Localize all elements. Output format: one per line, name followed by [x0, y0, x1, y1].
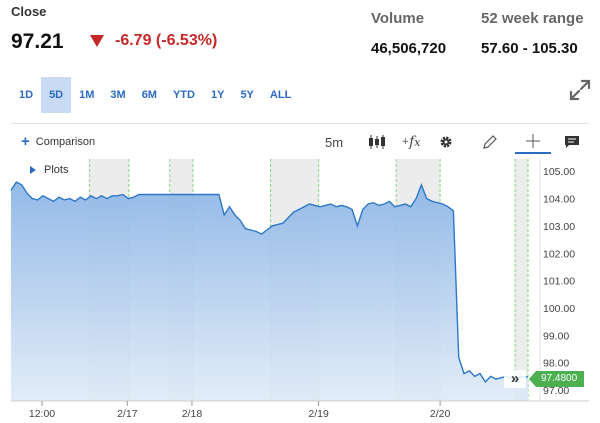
- range-button-ytd[interactable]: YTD: [172, 89, 195, 101]
- price-line: [10, 181, 529, 384]
- interval-selector[interactable]: 5m: [324, 134, 344, 150]
- y-tick-label: 99.00: [543, 330, 569, 342]
- plots-label: Plots: [44, 164, 69, 176]
- y-tick-label: 102.00: [543, 248, 575, 260]
- y-tick-label: 104.00: [543, 194, 575, 206]
- x-tick-label: 2/18: [182, 408, 203, 420]
- comparison-label: Comparison: [35, 136, 96, 148]
- range-button-5y[interactable]: 5Y: [240, 89, 254, 101]
- range-button-1d[interactable]: 1D: [19, 89, 34, 101]
- after-hours-band: [515, 159, 528, 401]
- y-tick-label: 100.00: [543, 303, 575, 315]
- volume-label: Volume: [371, 10, 425, 27]
- x-tick-label: 2/20: [430, 408, 451, 420]
- scroll-to-latest-button[interactable]: »: [504, 370, 526, 388]
- range-button-all[interactable]: ALL: [269, 89, 292, 101]
- range-button-1m[interactable]: 1M: [79, 89, 95, 101]
- y-tick-label: 98.00: [543, 358, 569, 370]
- comment-icon[interactable]: [560, 130, 584, 154]
- pencil-icon[interactable]: [478, 130, 502, 154]
- range-button-6m[interactable]: 6M: [141, 89, 157, 101]
- volume-value: 46,506,720: [371, 40, 447, 57]
- time-range-selector: 1D 5D 1M 3M 6M YTD 1Y 5Y ALL: [11, 77, 299, 113]
- range-button-1y[interactable]: 1Y: [210, 89, 225, 101]
- quote-header: Close 97.21 -6.79 (-6.53%) Volume 46,506…: [0, 0, 600, 70]
- y-tick-label: 103.00: [543, 221, 575, 233]
- y-tick-label: 105.00: [543, 166, 575, 178]
- plus-icon: +: [21, 133, 30, 150]
- current-price-tag: 97.4800: [529, 371, 584, 387]
- price-area: [11, 182, 528, 401]
- crosshair-icon[interactable]: [515, 130, 551, 154]
- down-arrow-icon: [90, 35, 104, 47]
- expand-icon[interactable]: [568, 78, 592, 102]
- close-label: Close: [11, 4, 47, 19]
- function-icon[interactable]: + f x: [401, 134, 421, 150]
- 52-week-range-value: 57.60 - 105.30: [481, 40, 578, 57]
- candlestick-icon[interactable]: [365, 130, 389, 154]
- caret-right-icon: [30, 166, 36, 174]
- x-tick-label: 2/19: [308, 408, 329, 420]
- close-price: 97.21: [11, 30, 64, 53]
- y-tick-label: 97.00: [543, 385, 569, 397]
- y-tick-label: 101.00: [543, 276, 575, 288]
- gear-icon[interactable]: [434, 130, 458, 154]
- chart-toolbar: + Comparison 5m + f x: [11, 123, 589, 159]
- x-tick-label: 2/17: [117, 408, 138, 420]
- 52-week-range-label: 52 week range: [481, 10, 584, 27]
- plots-toggle[interactable]: Plots: [30, 164, 68, 176]
- range-button-3m[interactable]: 3M: [110, 89, 126, 101]
- x-tick-label: 12:00: [29, 408, 55, 420]
- price-change-value: -6.79 (-6.53%): [115, 32, 218, 49]
- price-chart[interactable]: 105.00 104.00 103.00 102.00 101.00 100.00 99.0…: [0, 159, 600, 423]
- comparison-button[interactable]: + Comparison: [21, 133, 96, 150]
- range-button-5d[interactable]: 5D: [41, 77, 72, 113]
- price-change: -6.79 (-6.53%): [90, 32, 217, 50]
